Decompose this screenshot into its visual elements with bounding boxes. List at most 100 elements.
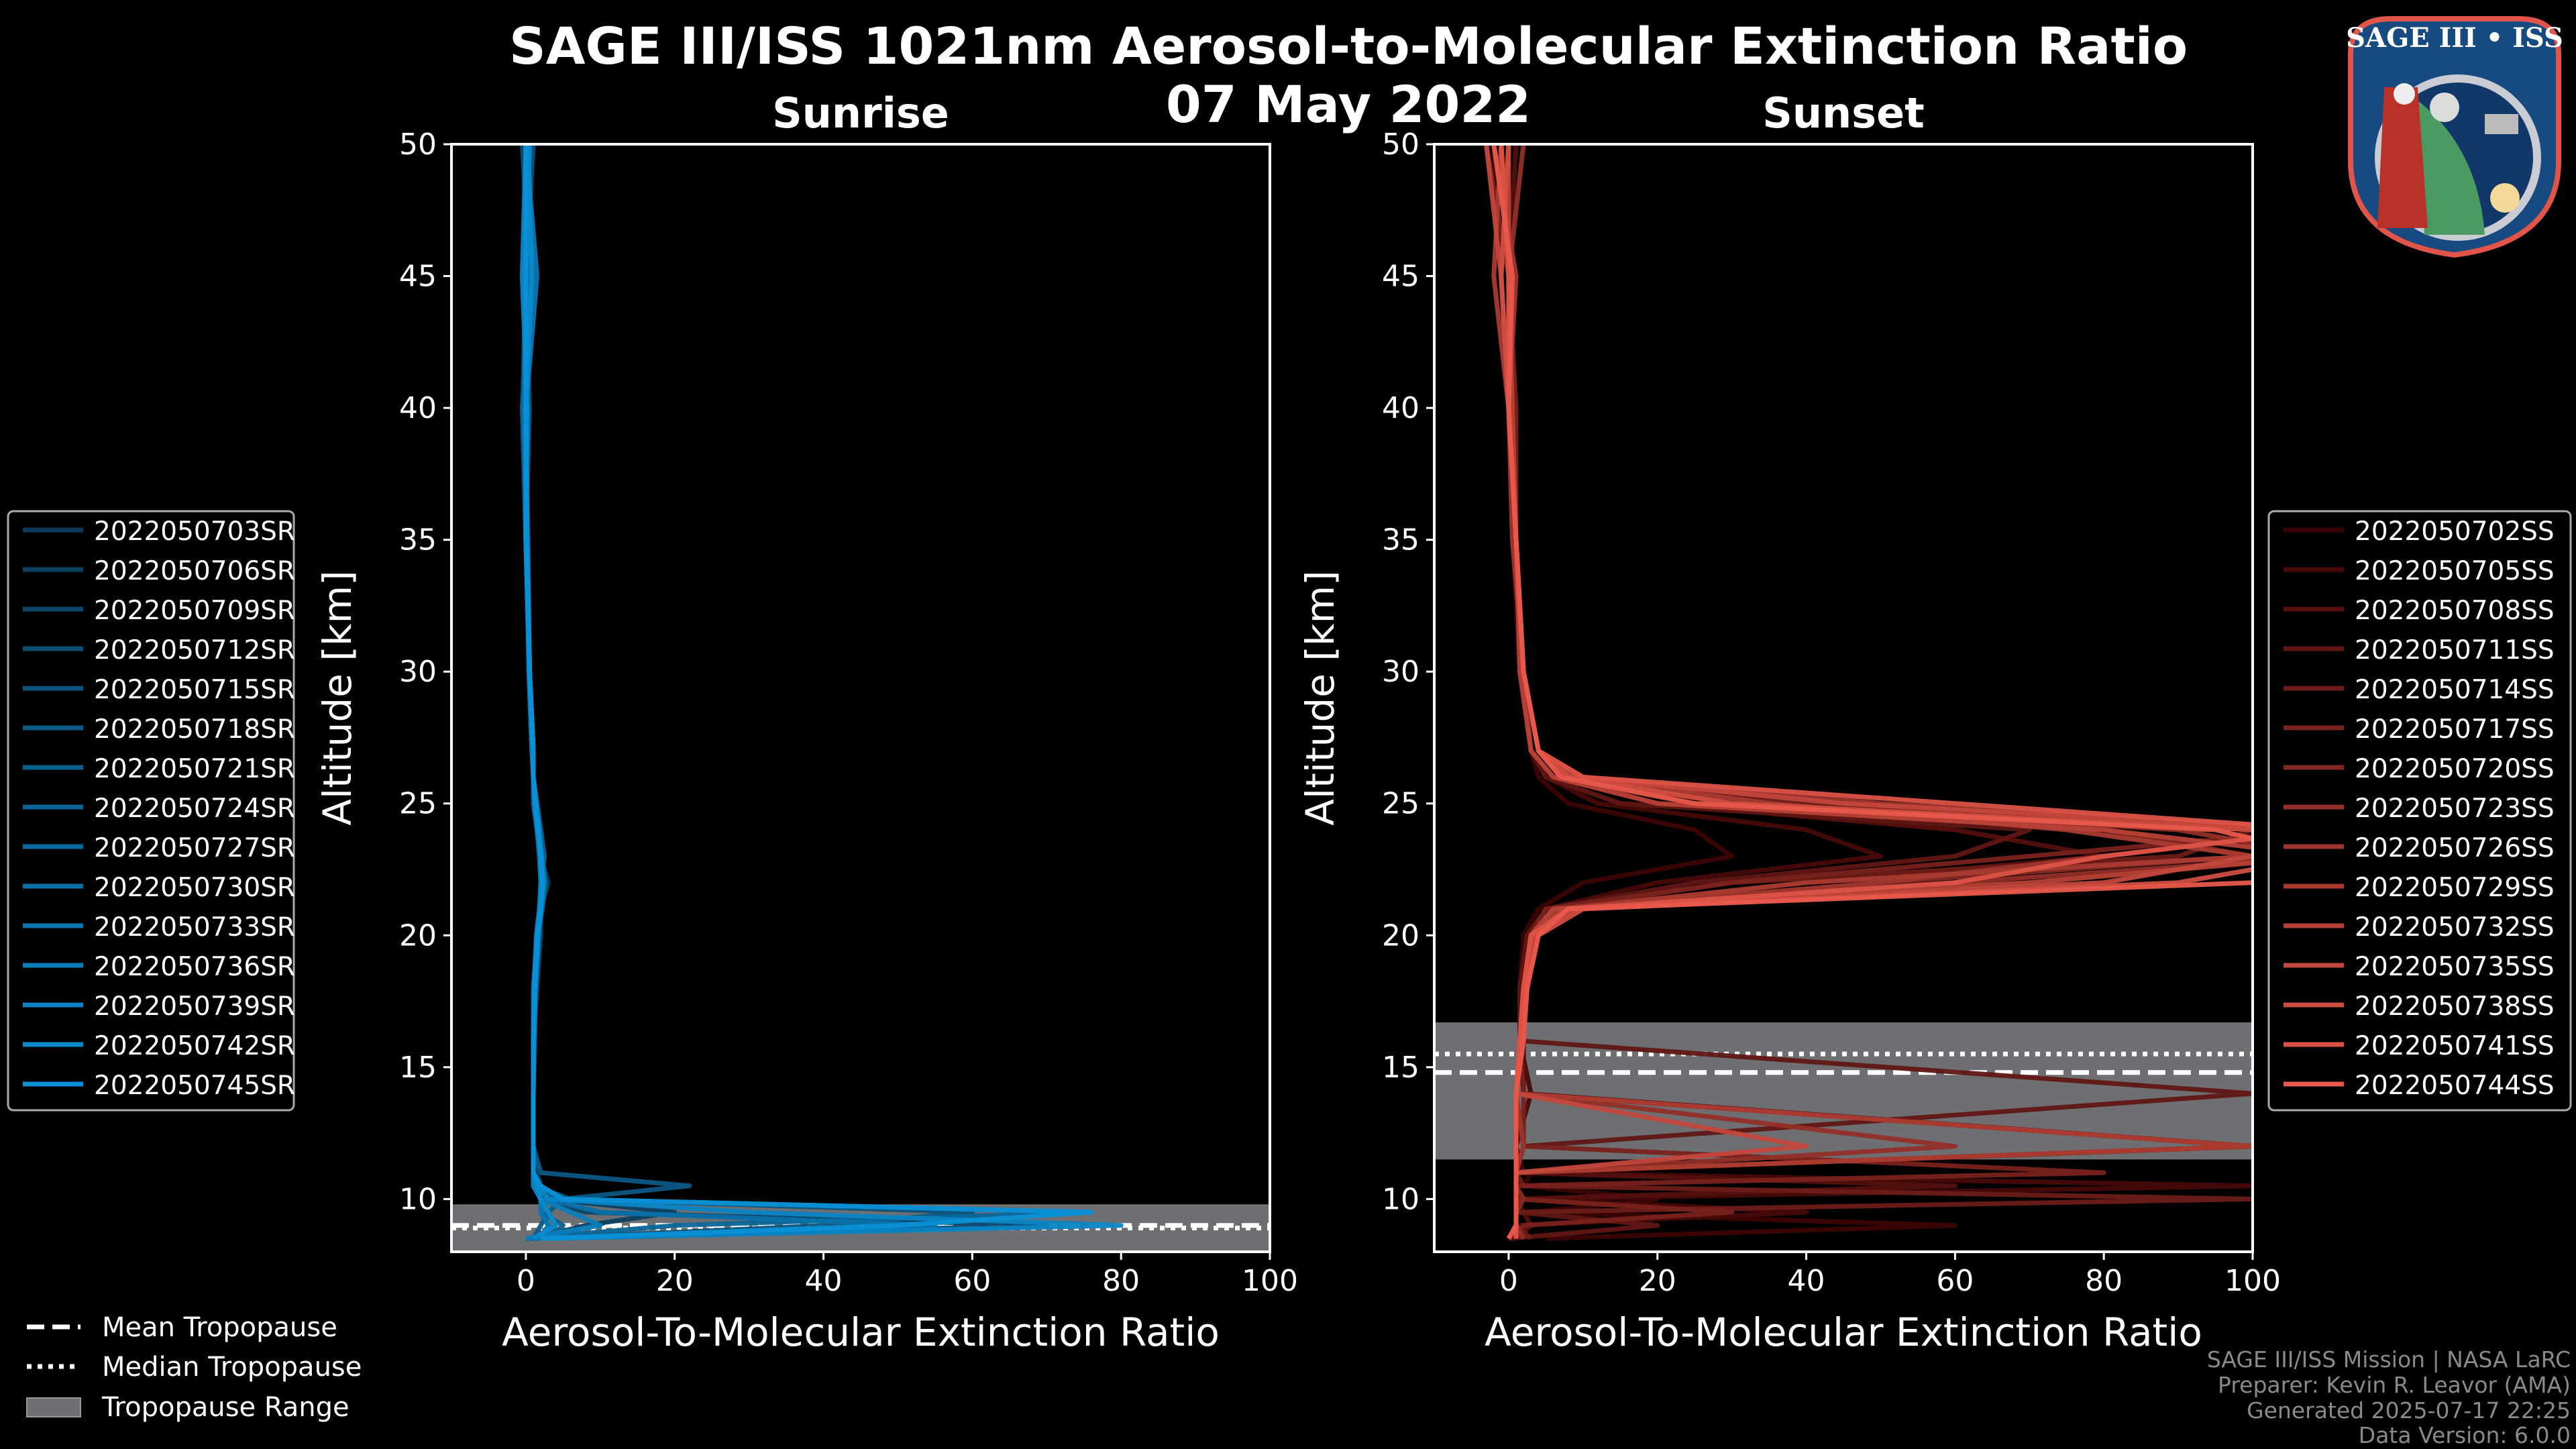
x-tick-label: 60 [953,1264,991,1298]
tropopause-legend: Mean Tropopause Median Tropopause Tropop… [26,1312,362,1423]
legend-label: 2022050705SS [2355,556,2555,586]
x-axis-label: Aerosol-To-Molecular Extinction Ratio [502,1309,1220,1355]
x-tick-label: 0 [517,1264,535,1298]
panel-title: Sunset [1762,89,1925,138]
tropopause-range-label: Tropopause Range [101,1392,350,1423]
y-tick-label: 15 [1382,1051,1419,1085]
sunset-panel: Sunset 0 20 40 60 80 100 10 15 20 25 30 35 40 45 50 Aero… [1297,89,2572,1355]
legend-label: 2022050711SS [2355,635,2555,665]
y-tick-label: 50 [1382,127,1419,162]
x-tick-label: 40 [805,1264,843,1298]
legend-frame [2267,510,2572,1112]
svg-text:SAGE III • ISS: SAGE III • ISS [2346,22,2563,54]
legend-label: 2022050738SS [2355,991,2555,1022]
legend-label: 2022050744SS [2355,1071,2555,1101]
legend-label: 2022050730SR [94,873,295,903]
series-line-2022050706SR [521,144,678,1241]
chart-title: SAGE III/ISS 1021nm Aerosol-to-Molecular… [509,16,2188,76]
y-tick-label: 45 [399,260,437,294]
series-line-2022050730SR [521,144,938,1241]
footer-line: Generated 2025-07-17 22:25 [2247,1397,2571,1424]
footer: SAGE III/ISS Mission | NASA LaRC Prepare… [2207,1346,2571,1448]
y-axis-label: Altitude [km] [1297,570,1343,825]
legend-label: 2022050736SR [94,952,295,982]
legend-label: 2022050729SS [2355,873,2555,903]
x-tick-label: 80 [2085,1264,2123,1298]
legend-label: 2022050735SS [2355,952,2555,982]
series-line-2022050736SR [523,144,603,1241]
mean-tropopause-label: Mean Tropopause [102,1312,337,1343]
legend-label: 2022050709SR [94,596,295,626]
footer-line: SAGE III/ISS Mission | NASA LaRC [2207,1346,2571,1373]
y-tick-label: 40 [1382,391,1419,425]
series-group [519,144,1124,1241]
series-line-2022050709SR [523,144,1049,1241]
y-tick-label: 25 [399,787,437,821]
y-tick-label: 40 [399,391,437,425]
legend-label: 2022050718SR [94,714,295,745]
legend-frame [7,510,295,1112]
legend-label: 2022050721SR [94,754,295,784]
median-tropopause-label: Median Tropopause [102,1352,362,1383]
legend-label: 2022050723SS [2355,794,2555,824]
legend-label: 2022050715SR [94,675,295,705]
series-line-2022050724SR [523,144,1094,1241]
y-tick-label: 10 [1382,1182,1419,1216]
x-tick-label: 60 [1936,1264,1974,1298]
sunrise-panel: Sunrise 0 20 40 60 80 100 10 15 20 25 30 35 40 45 50 Aer… [7,89,1298,1355]
legend-label: 2022050726SS [2355,833,2555,863]
series-line-2022050718SR [519,144,692,1240]
series-line-2022050715SR [523,144,975,1241]
legend-label: 2022050703SR [94,517,295,547]
legend-label: 2022050706SR [94,556,295,586]
legend-label: 2022050742SR [94,1031,295,1061]
chart-subtitle: 07 May 2022 [1166,74,1531,134]
tropopause-range-swatch [26,1397,81,1417]
x-tick-label: 20 [1639,1264,1676,1298]
y-tick-label: 30 [399,655,437,689]
y-tick-label: 50 [399,127,437,162]
sunrise-legend: 2022050703SR 2022050706SR 2022050709SR 2022… [7,510,295,1112]
series-line-2022050744SS [1491,144,2253,1240]
y-tick-label: 10 [399,1182,437,1216]
series-group [1484,144,2253,1241]
x-tick-label: 0 [1499,1264,1518,1298]
legend-label: 2022050727SR [94,833,295,863]
x-tick-label: 20 [656,1264,694,1298]
series-line-2022050739SR [519,144,1124,1241]
legend-label: 2022050720SS [2355,754,2555,784]
series-line-2022050745SR [523,144,1094,1241]
x-tick-label: 100 [2224,1264,2281,1298]
legend-label: 2022050712SR [94,635,295,665]
y-tick-label: 20 [1382,918,1419,953]
y-tick-label: 30 [1382,655,1419,689]
legend-label: 2022050702SS [2355,517,2555,547]
y-tick-label: 25 [1382,787,1419,821]
panel-title: Sunrise [772,89,949,138]
footer-line: Data Version: 6.0.0 [2359,1422,2571,1448]
x-axis-label: Aerosol-To-Molecular Extinction Ratio [1485,1309,2202,1355]
sage-iii-iss-logo: SAGE III • ISS [2346,16,2563,258]
legend-label: 2022050708SS [2355,596,2555,626]
legend-label: 2022050741SS [2355,1031,2555,1061]
legend-label: 2022050733SR [94,912,295,943]
sunset-legend: 2022050702SS 2022050705SS 2022050708SS 2022… [2267,510,2572,1112]
y-tick-label: 45 [1382,260,1419,294]
y-axis-label: Altitude [km] [315,570,360,825]
legend-label: 2022050717SS [2355,714,2555,745]
legend-label: 2022050724SR [94,794,295,824]
axes-frame [1433,143,2254,1253]
x-tick-label: 40 [1788,1264,1825,1298]
x-tick-label: 80 [1102,1264,1140,1298]
legend-label: 2022050745SR [94,1071,295,1101]
legend-label: 2022050714SS [2355,675,2555,705]
y-tick-label: 15 [399,1051,437,1085]
legend-label: 2022050732SS [2355,912,2555,943]
axes-frame [450,143,1271,1253]
footer-line: Preparer: Kevin R. Leavor (AMA) [2218,1372,2571,1398]
x-tick-label: 100 [1242,1264,1298,1298]
y-tick-label: 20 [399,918,437,953]
legend-label: 2022050739SR [94,991,295,1022]
y-tick-label: 35 [399,523,437,557]
